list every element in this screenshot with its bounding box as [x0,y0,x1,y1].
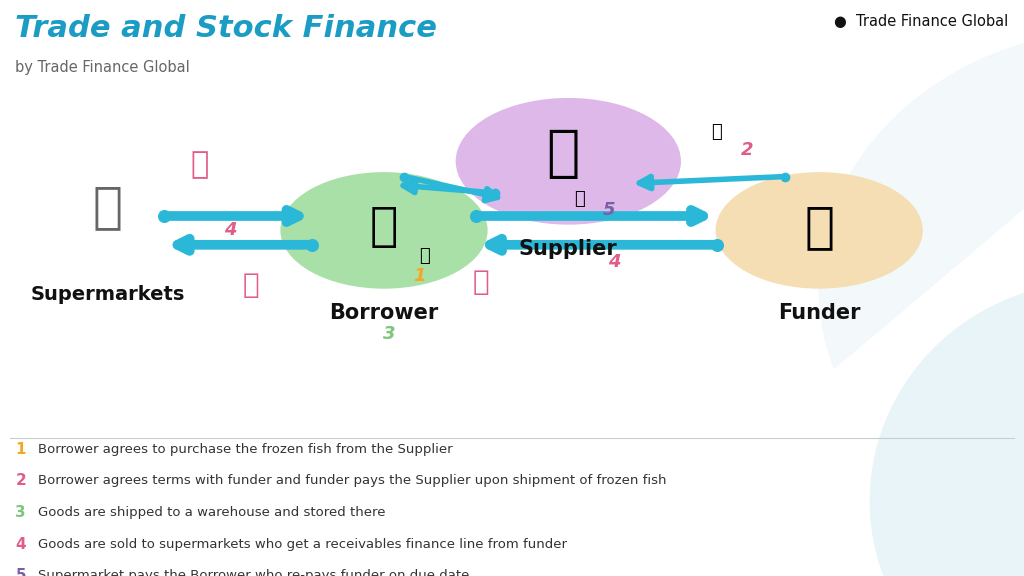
Text: ●  Trade Finance Global: ● Trade Finance Global [835,14,1009,29]
Text: by Trade Finance Global: by Trade Finance Global [15,60,190,75]
Text: 🏠: 🏠 [547,127,580,181]
Text: Goods are sold to supermarkets who get a receivables finance line from funder: Goods are sold to supermarkets who get a… [38,538,567,551]
Circle shape [281,172,487,289]
Text: 4: 4 [608,253,621,271]
Text: 1: 1 [15,442,26,457]
Text: 💴: 💴 [574,190,585,208]
Text: Borrower agrees to purchase the frozen fish from the Supplier: Borrower agrees to purchase the frozen f… [38,443,453,456]
Text: Supplier: Supplier [519,239,617,259]
Text: 🏭: 🏭 [370,205,398,250]
Text: 2: 2 [741,141,754,159]
Text: 4: 4 [15,537,26,552]
Circle shape [716,172,923,289]
Text: 4: 4 [224,221,237,240]
Circle shape [456,98,681,225]
Text: 💴: 💴 [420,247,430,266]
Text: Borrower agrees terms with funder and funder pays the Supplier upon shipment of : Borrower agrees terms with funder and fu… [38,475,667,487]
Text: 🏦: 🏦 [804,203,835,252]
Text: 🐟: 🐟 [243,271,259,299]
Text: Funder: Funder [778,303,860,323]
Polygon shape [870,285,1024,576]
Text: Trade and Stock Finance: Trade and Stock Finance [15,14,437,43]
Text: 2: 2 [15,473,26,488]
Text: 5: 5 [15,569,26,576]
Text: 5: 5 [603,201,615,219]
Text: Borrower: Borrower [330,303,438,323]
Text: 🐟: 🐟 [473,268,489,296]
Text: 1: 1 [414,267,426,286]
Text: 🛒: 🛒 [92,183,123,232]
Text: 🐟: 🐟 [190,150,209,179]
Text: Supermarket pays the Borrower who re-pays funder on due date: Supermarket pays the Borrower who re-pay… [38,570,469,576]
Text: Goods are shipped to a warehouse and stored there: Goods are shipped to a warehouse and sto… [38,506,385,519]
Text: 3: 3 [15,505,26,520]
Text: 3: 3 [383,325,395,343]
Text: 💴: 💴 [712,123,722,142]
Polygon shape [819,29,1024,368]
Text: Supermarkets: Supermarkets [31,285,184,304]
